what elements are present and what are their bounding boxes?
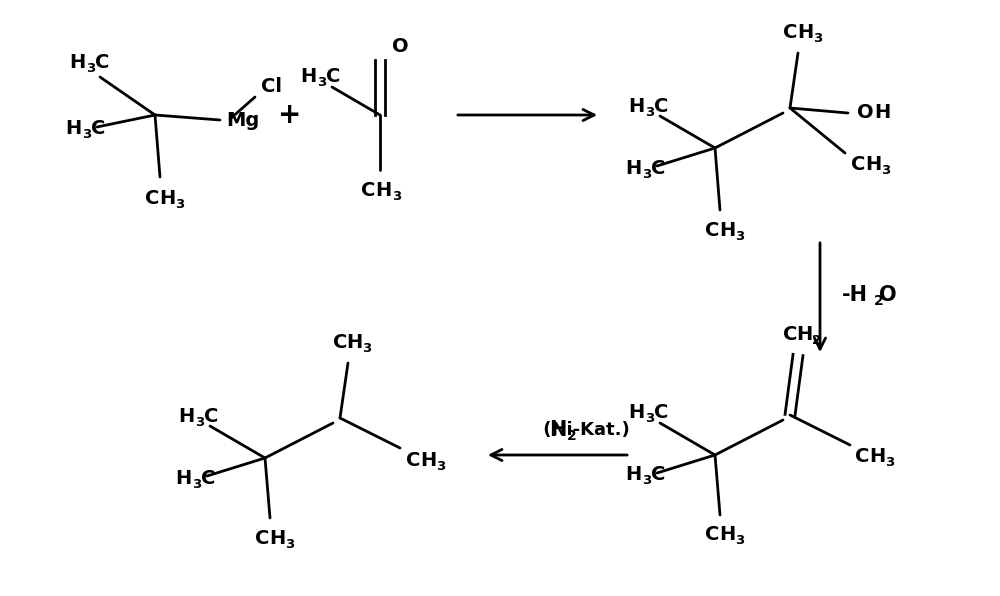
Text: C: C [326, 67, 340, 86]
Text: H: H [797, 23, 813, 42]
Text: O: O [879, 285, 897, 305]
Text: H: H [65, 120, 81, 138]
Text: C: C [361, 182, 375, 200]
Text: O: O [857, 104, 873, 123]
Text: C: C [705, 526, 719, 545]
Text: H: H [625, 159, 641, 178]
Text: +: + [278, 101, 302, 129]
Text: 2: 2 [567, 429, 577, 443]
Text: C: C [255, 529, 269, 548]
Text: H: H [300, 67, 316, 86]
Text: 3: 3 [392, 191, 402, 203]
Text: C: C [783, 325, 797, 344]
Text: 3: 3 [317, 76, 327, 89]
Text: 3: 3 [362, 343, 372, 355]
Text: H: H [719, 221, 735, 240]
Text: C: C [204, 406, 218, 426]
Text: -H: -H [842, 285, 868, 305]
Text: 3: 3 [642, 474, 652, 488]
Text: 2: 2 [874, 294, 884, 308]
Text: C: C [654, 97, 668, 116]
Text: H: H [874, 104, 890, 123]
Text: C: C [333, 334, 347, 352]
Text: H: H [628, 97, 644, 116]
Text: C: C [783, 23, 797, 42]
Text: C: C [95, 54, 109, 73]
Text: C: C [651, 465, 665, 485]
Text: H: H [628, 403, 644, 423]
Text: H: H [269, 529, 285, 548]
Text: (Ni-Kat.): (Ni-Kat.) [537, 421, 629, 439]
Text: H: H [865, 156, 881, 175]
Text: 3: 3 [735, 535, 745, 548]
Text: 3: 3 [175, 197, 185, 210]
Text: O: O [392, 38, 408, 57]
Text: H: H [346, 334, 362, 352]
Text: C: C [145, 188, 159, 207]
Text: H: H [159, 188, 175, 207]
Text: H: H [796, 325, 812, 344]
Text: H: H [625, 465, 641, 485]
Text: H: H [69, 54, 85, 73]
Text: C: C [651, 159, 665, 178]
Text: 3: 3 [436, 460, 446, 473]
Text: 3: 3 [813, 33, 823, 45]
Text: H: H [420, 451, 436, 470]
Text: C: C [91, 120, 105, 138]
Text: C: C [851, 156, 865, 175]
Text: 3: 3 [735, 229, 745, 243]
Text: C: C [406, 451, 420, 470]
Text: H: H [719, 526, 735, 545]
Text: H: H [175, 468, 191, 488]
Text: H: H [178, 406, 194, 426]
Text: 3: 3 [642, 167, 652, 181]
Text: H: H [375, 182, 391, 200]
Text: 3: 3 [885, 457, 895, 470]
Text: 3: 3 [645, 412, 655, 426]
Text: 2: 2 [812, 334, 822, 347]
Text: 3: 3 [192, 477, 202, 491]
Text: H: H [869, 448, 885, 467]
Text: H: H [549, 420, 567, 440]
Text: C: C [654, 403, 668, 423]
Text: 3: 3 [881, 164, 891, 178]
Text: 3: 3 [195, 415, 205, 429]
Text: Mg: Mg [226, 110, 260, 129]
Text: C: C [201, 468, 215, 488]
Text: C: C [705, 221, 719, 240]
Text: 3: 3 [86, 63, 96, 76]
Text: C: C [855, 448, 869, 467]
Text: 3: 3 [285, 538, 295, 551]
Text: 3: 3 [645, 105, 655, 119]
Text: Cl: Cl [262, 77, 283, 97]
Text: 3: 3 [82, 129, 92, 141]
